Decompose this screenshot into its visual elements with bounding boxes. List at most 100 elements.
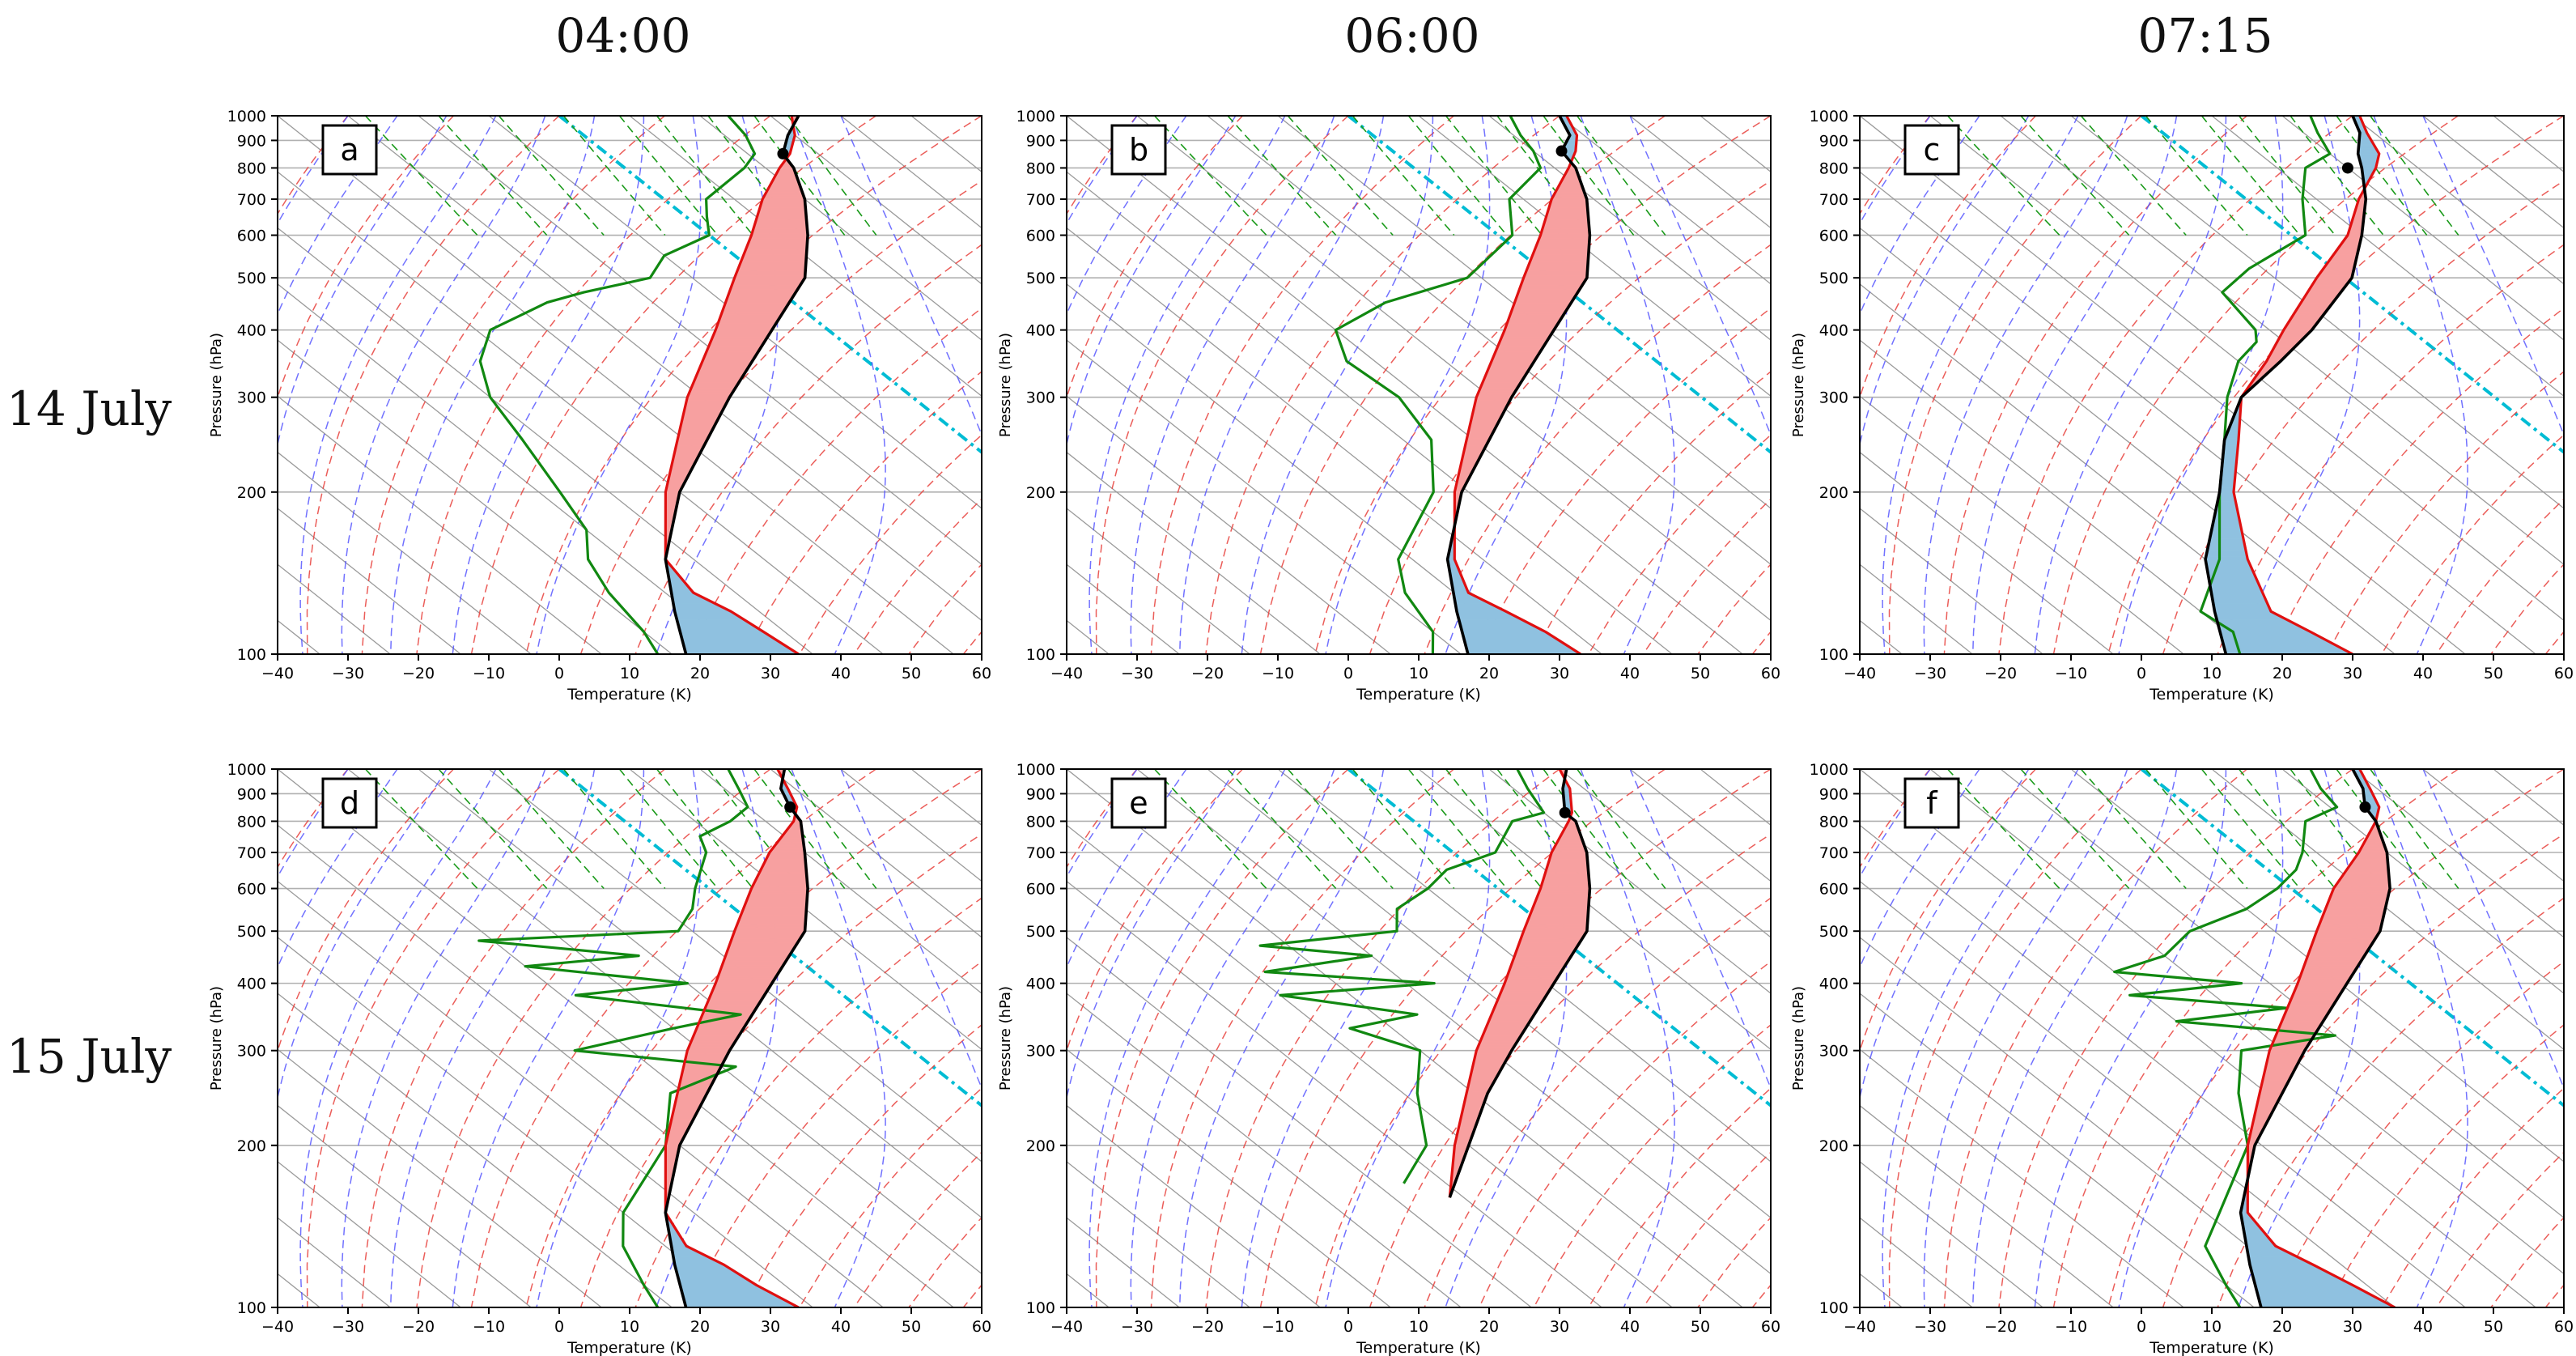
x-tick-label: −20 (1191, 665, 1224, 682)
isotherm-line (418, 769, 982, 1218)
isotherm-line (1860, 116, 2536, 654)
cape-area (2265, 1063, 2298, 1067)
x-tick-label: 0 (1343, 1318, 1353, 1336)
cape-area (677, 1090, 709, 1095)
cape-area (1508, 969, 1564, 972)
isotherm-line (629, 116, 982, 397)
cape-area (2279, 1023, 2322, 1027)
cape-area (1493, 1005, 1541, 1009)
mixing-ratio-line (364, 769, 478, 890)
y-tick-label: 100 (1026, 646, 1055, 664)
isotherm-line (278, 936, 743, 1307)
cape-area (730, 285, 801, 288)
dry-adiabat (1807, 769, 2576, 1307)
cape-area (1510, 963, 1568, 966)
cape-area (1484, 1027, 1527, 1031)
y-tick-label: 700 (1819, 191, 1848, 209)
cape-area (1462, 1102, 1485, 1107)
cape-area (2298, 303, 2333, 306)
isotherm-line (1860, 824, 2466, 1307)
isotherm-line (278, 339, 673, 654)
cape-area (1468, 427, 1496, 431)
x-tick-label: 0 (554, 1318, 564, 1336)
cape-area (700, 362, 753, 366)
cape-area (732, 279, 804, 283)
isotherm-line (278, 880, 813, 1307)
cin-area (2256, 1289, 2378, 1299)
isotherm-line (1860, 451, 2114, 654)
isotherm-line (1067, 880, 1602, 1307)
cape-area (735, 927, 806, 930)
isotherm-line (1770, 769, 1771, 770)
moist-adiabat (1130, 116, 1335, 654)
cape-area (2328, 898, 2388, 900)
y-tick-label: 500 (1819, 923, 1848, 941)
cape-area (717, 974, 779, 977)
y-tick-label: 900 (1819, 785, 1848, 803)
cin-area (2213, 516, 2241, 523)
y-tick-label: 600 (1819, 227, 1848, 245)
cape-area (676, 1095, 707, 1099)
dry-adiabat (1860, 769, 2037, 1053)
cape-area (2306, 291, 2342, 294)
cape-area (2280, 1021, 2324, 1025)
mixing-ratio-line (1445, 769, 1543, 890)
cape-area (1496, 1000, 1544, 1004)
cape-area (1496, 344, 1546, 347)
cape-area (1486, 1023, 1529, 1027)
isotherm-line (1860, 1217, 1973, 1307)
cape-area (682, 413, 722, 418)
isotherm-line (1067, 1161, 1250, 1307)
mixing-ratio-line (438, 116, 548, 236)
cape-area (717, 321, 779, 324)
cin-area (2207, 543, 2247, 550)
cape-area (741, 259, 807, 262)
cape-area (1489, 1015, 1534, 1019)
dry-adiabat (1369, 180, 1771, 654)
cape-area (1526, 268, 1588, 271)
cape-area (2339, 244, 2360, 247)
cape-area (2264, 1066, 2297, 1071)
isotherm-line (2422, 116, 2564, 229)
y-tick-label: 900 (1819, 132, 1848, 150)
dry-adiabat (634, 244, 982, 654)
cape-area (1516, 295, 1577, 298)
cape-area (2302, 967, 2357, 971)
cape-area (1467, 1083, 1494, 1088)
dry-adiabat (1588, 434, 1771, 654)
cape-area (1481, 381, 1522, 386)
mixing-ratio-line (1287, 116, 1394, 236)
cape-area (698, 368, 749, 372)
moist-adiabat (1241, 116, 1434, 654)
dry-adiabat (1998, 116, 2353, 654)
cape-area (735, 925, 806, 928)
moist-adiabat (536, 769, 702, 1307)
cape-area (2282, 1015, 2328, 1019)
cape-area (745, 899, 808, 902)
cape-area (1471, 1066, 1504, 1071)
isotherm-line (1860, 395, 2184, 654)
cin-area (2223, 445, 2239, 450)
mixing-ratio-line (1153, 116, 1267, 236)
cape-area (2320, 270, 2354, 273)
mixing-ratio-line (2080, 116, 2187, 236)
isotherm-line (1488, 769, 1771, 994)
cape-area (1519, 938, 1583, 942)
isotherm-line (1860, 936, 2325, 1307)
x-tick-label: −20 (402, 665, 435, 682)
y-tick-label: 400 (1026, 322, 1055, 340)
cape-area (1503, 329, 1555, 333)
cape-area (685, 403, 727, 407)
cape-area (1487, 1021, 1531, 1025)
cape-area (1524, 925, 1588, 928)
x-axis-label: Temperature (K) (1356, 686, 1481, 704)
cape-area (1517, 291, 1579, 294)
cape-area (1492, 1007, 1539, 1011)
cape-area (1526, 921, 1588, 925)
cape-area (685, 1056, 727, 1061)
cape-area (673, 1106, 701, 1112)
cape-area (707, 1000, 762, 1004)
plot-frame (277, 115, 982, 655)
